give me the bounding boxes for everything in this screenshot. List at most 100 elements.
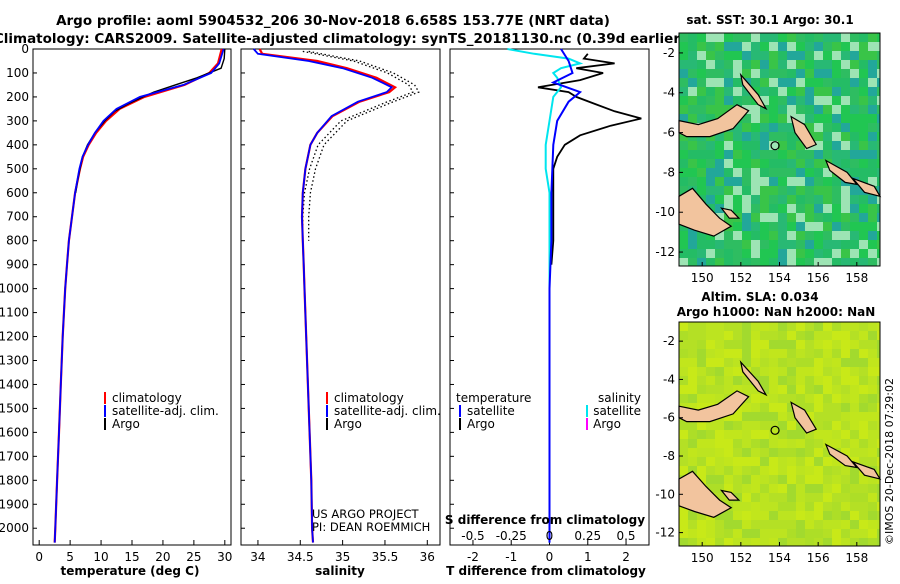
map-cell: [751, 60, 760, 69]
map-cell: [706, 114, 715, 123]
map-cell: [751, 33, 760, 42]
map-cell: [805, 439, 814, 448]
map-cell: [742, 168, 751, 177]
map-cell: [778, 403, 787, 412]
map-cell: [823, 421, 832, 430]
legend-heading-salinity: salinity: [598, 391, 641, 405]
map-cell: [679, 376, 688, 385]
map-cell: [832, 421, 841, 430]
map-cell: [760, 520, 769, 529]
map-cell: [724, 96, 733, 105]
map-cell: [796, 358, 805, 367]
map-cell: [778, 60, 787, 69]
map-cell: [832, 240, 841, 249]
map-cell: [787, 195, 796, 204]
temperature-panel: 0100200300400500600700800900100011001200…: [0, 42, 232, 578]
map-cell: [742, 493, 751, 502]
map-cell: [715, 466, 724, 475]
map-cell: [841, 439, 850, 448]
salinity-tick-label: 35: [335, 550, 350, 564]
map-cell: [751, 331, 760, 340]
sla-map-title-1: Altim. SLA: 0.034: [701, 290, 818, 304]
map-cell: [841, 430, 850, 439]
map-cell: [760, 484, 769, 493]
map-cell: [841, 511, 850, 520]
map-cell: [832, 141, 841, 150]
map-cell: [733, 204, 742, 213]
map-cell: [733, 331, 742, 340]
map-cell: [832, 385, 841, 394]
map-cell: [787, 177, 796, 186]
map-cell: [679, 51, 688, 60]
map-cell: [832, 258, 841, 266]
map-cell: [760, 538, 769, 546]
map-cell: [751, 367, 760, 376]
map-cell: [769, 168, 778, 177]
difference-panel: -2 -1 0 1 2 temperature satellite Argo salin…: [445, 48, 650, 578]
header-line1: Argo profile: aoml 5904532_206 30-Nov-20…: [56, 13, 610, 29]
map-cell: [877, 385, 880, 394]
map-cell: [769, 394, 778, 403]
map-cell: [751, 231, 760, 240]
map-cell: [877, 51, 880, 60]
map-cell: [841, 96, 850, 105]
map-cell: [706, 87, 715, 96]
s-difference-tick-label: -0.25: [496, 529, 527, 543]
sst-map-panel: sat. SST: 30.1 Argo: 30.1 -2 -4 -6 -8 -10 -12…: [655, 13, 882, 285]
map-cell: [841, 538, 850, 546]
s-difference-tick-label: 0.25: [574, 529, 601, 543]
map-cell: [715, 511, 724, 520]
map-cell: [877, 204, 880, 213]
map-cell: [706, 385, 715, 394]
map-cell: [706, 141, 715, 150]
map-cell: [769, 132, 778, 141]
map-cell: [814, 367, 823, 376]
map-cell: [859, 123, 868, 132]
map-cell: [778, 331, 787, 340]
map-cell: [688, 322, 697, 331]
map-cell: [832, 493, 841, 502]
map-cell: [868, 493, 877, 502]
map-cell: [823, 150, 832, 159]
map-cell: [859, 96, 868, 105]
map-cell: [796, 186, 805, 195]
map-cell: [805, 394, 814, 403]
map-cell: [679, 87, 688, 96]
map-cell: [814, 340, 823, 349]
map-cell: [823, 430, 832, 439]
map-cell: [769, 448, 778, 457]
map-lon-label: 150: [691, 271, 714, 285]
map-cell: [859, 475, 868, 484]
map-cell: [796, 105, 805, 114]
map-cell: [868, 114, 877, 123]
map-cell: [877, 159, 880, 168]
map-cell: [742, 96, 751, 105]
map-cell: [823, 78, 832, 87]
map-cell: [841, 358, 850, 367]
map-cell: [697, 475, 706, 484]
map-cell: [760, 42, 769, 51]
map-cell: [778, 520, 787, 529]
map-cell: [724, 322, 733, 331]
map-cell: [850, 493, 859, 502]
map-cell: [859, 358, 868, 367]
map-cell: [805, 231, 814, 240]
map-lon-label: 158: [845, 551, 868, 565]
map-cell: [877, 240, 880, 249]
map-cell: [733, 439, 742, 448]
map-cell: [742, 33, 751, 42]
map-cell: [751, 258, 760, 266]
map-cell: [751, 493, 760, 502]
map-cell: [733, 195, 742, 204]
temperature-tick-label: 20: [155, 550, 170, 564]
map-cell: [850, 430, 859, 439]
map-cell: [841, 249, 850, 258]
map-cell: [778, 204, 787, 213]
map-cell: [805, 493, 814, 502]
map-cell: [751, 520, 760, 529]
map-cell: [769, 33, 778, 42]
map-cell: [877, 105, 880, 114]
map-cell: [715, 60, 724, 69]
map-cell: [859, 340, 868, 349]
